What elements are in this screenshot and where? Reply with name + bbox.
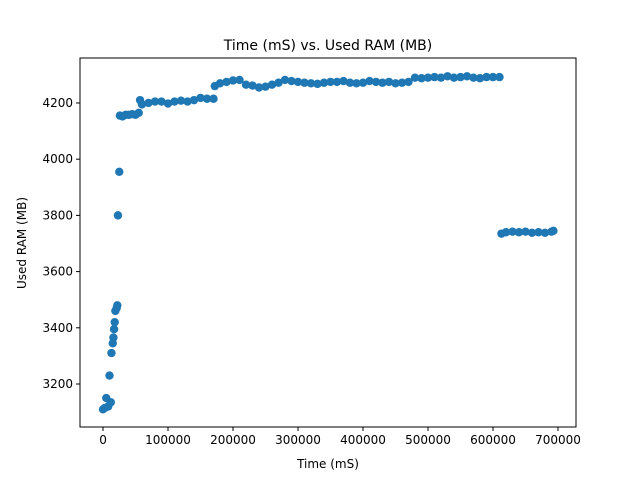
point [228,76,238,85]
point [109,324,119,334]
point [488,72,498,82]
y-tick-label: 3600 [42,265,73,279]
point [170,97,179,106]
point [423,73,433,82]
point [514,228,524,237]
point [443,72,452,81]
point [449,73,459,82]
point [430,72,439,82]
x-tick-label: 300000 [275,433,321,447]
y-tick-label: 3800 [42,208,73,222]
point [508,227,517,236]
x-tick-label: 200000 [210,433,256,447]
point [410,73,420,82]
point [534,228,543,237]
x-tick-label: 600000 [470,433,516,447]
point [176,96,186,105]
point [345,78,355,87]
point [397,78,407,87]
point [378,78,387,87]
point [462,72,472,81]
point [469,73,478,82]
point [332,77,342,87]
point [261,82,270,91]
point [326,77,335,87]
x-tick-label: 100000 [145,433,191,447]
point [115,167,124,177]
point [482,72,491,82]
point [134,108,143,118]
point [549,226,558,236]
x-tick-label: 700000 [535,433,581,447]
point [521,227,530,236]
point [163,99,173,108]
x-tick-label: 400000 [340,433,386,447]
y-axis-label: Used RAM (MB) [15,197,29,289]
point [371,77,381,87]
point [293,77,303,87]
point [495,72,504,82]
point [391,79,400,88]
y-tick-label: 3400 [42,321,73,335]
point [254,83,264,92]
point [287,76,296,86]
point [306,79,316,88]
point [157,97,166,106]
point [222,77,231,87]
point [196,93,205,103]
point [436,73,446,82]
point [113,301,122,310]
point [280,75,290,85]
point [365,76,374,86]
y-tick-label: 4000 [42,152,73,166]
point [267,80,277,89]
point [189,95,199,105]
x-tick-label: 500000 [405,433,451,447]
x-axis-label: Time (mS) [296,457,359,471]
point [110,317,119,327]
point [339,76,348,86]
point [313,79,322,89]
y-tick-label: 4200 [42,96,73,110]
x-tick-label: 0 [99,433,107,447]
y-tick-label: 3200 [42,377,73,391]
point [501,228,511,237]
point [384,77,394,87]
point [215,79,225,88]
point [106,398,116,407]
point [113,211,123,220]
point [527,228,537,238]
point [352,79,361,88]
point [358,78,368,87]
point [475,74,485,83]
point [150,97,160,106]
plot-frame [79,57,577,428]
point [183,97,192,106]
point [540,228,550,238]
point [107,348,116,358]
point [456,72,465,82]
point [137,100,147,109]
point [319,78,329,87]
point [248,81,257,90]
point [300,78,309,87]
point [241,80,251,89]
point [109,333,118,342]
chart-title: Time (mS) vs. Used RAM (MB) [223,38,432,54]
point [274,78,283,87]
point [202,94,212,103]
point [105,371,114,380]
point [235,75,244,85]
point [144,98,153,108]
point [209,94,218,103]
point [404,77,413,87]
point [417,74,426,83]
